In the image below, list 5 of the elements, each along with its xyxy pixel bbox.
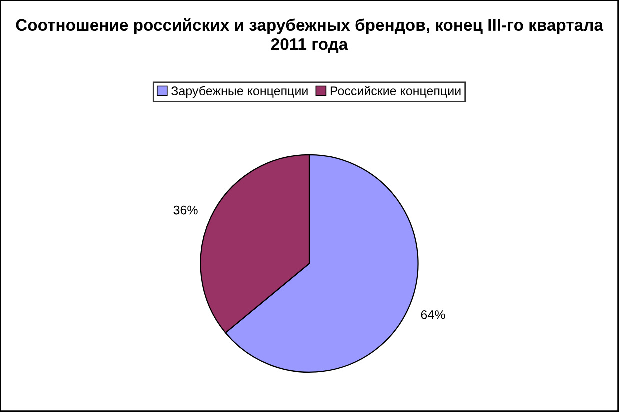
chart-title: Соотношение российских и зарубежных брендов, конец III-го квартала 2011 года — [16, 18, 604, 54]
legend-label: Российские концепции — [330, 86, 461, 98]
data-label: 64% — [421, 310, 446, 320]
data-label: 36% — [174, 206, 198, 215]
legend-label: Зарубежные концепции — [172, 86, 308, 98]
